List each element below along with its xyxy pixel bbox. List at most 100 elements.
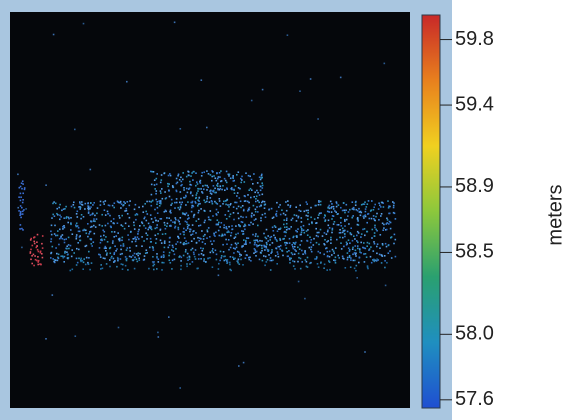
point	[362, 247, 364, 249]
point	[100, 268, 102, 270]
point	[154, 179, 156, 181]
point	[161, 262, 163, 264]
point	[189, 181, 191, 183]
point	[316, 235, 318, 237]
point	[225, 239, 227, 241]
point	[205, 202, 207, 204]
point	[228, 210, 230, 212]
point	[122, 237, 124, 239]
point	[196, 197, 198, 199]
point	[76, 264, 78, 266]
point	[97, 207, 99, 209]
point	[252, 223, 254, 225]
point	[244, 200, 246, 202]
point	[170, 204, 172, 206]
point	[233, 252, 235, 254]
point	[206, 237, 208, 239]
point	[278, 206, 280, 208]
point	[254, 219, 256, 221]
point	[68, 257, 70, 259]
point	[20, 217, 22, 219]
point	[181, 257, 183, 259]
point	[198, 258, 200, 260]
point	[346, 243, 348, 245]
point	[379, 205, 381, 207]
point	[230, 247, 232, 249]
point	[79, 203, 81, 205]
point	[168, 316, 170, 318]
point	[236, 244, 238, 246]
point	[168, 183, 170, 185]
point	[218, 230, 220, 232]
point	[207, 231, 209, 233]
point	[24, 189, 26, 191]
point	[236, 174, 238, 176]
point	[137, 233, 139, 235]
point	[100, 242, 102, 244]
point	[187, 257, 189, 259]
point	[215, 213, 217, 215]
point	[100, 264, 102, 266]
point	[150, 238, 152, 240]
point	[180, 177, 182, 179]
point	[79, 208, 81, 210]
point	[344, 236, 346, 238]
point	[335, 262, 337, 264]
point	[102, 268, 104, 270]
point	[374, 232, 376, 234]
point	[237, 192, 239, 194]
point	[136, 213, 138, 215]
point	[380, 206, 382, 208]
point	[254, 244, 256, 246]
point	[103, 257, 105, 259]
point	[55, 235, 57, 237]
point	[124, 210, 126, 212]
point	[217, 219, 219, 221]
point	[206, 185, 208, 187]
point	[324, 244, 326, 246]
point	[251, 100, 253, 102]
point	[240, 182, 242, 184]
point	[191, 172, 193, 174]
point	[64, 208, 66, 210]
point	[255, 209, 257, 211]
point	[370, 246, 372, 248]
point	[212, 190, 214, 192]
point	[94, 215, 96, 217]
point	[217, 189, 219, 191]
point	[366, 206, 368, 208]
point	[156, 238, 158, 240]
point	[317, 217, 319, 219]
point	[221, 257, 223, 259]
point	[168, 217, 170, 219]
point	[19, 228, 21, 230]
point	[120, 207, 122, 209]
point	[71, 206, 73, 208]
point	[42, 257, 44, 259]
point	[122, 268, 124, 270]
point	[145, 233, 147, 235]
point	[300, 210, 302, 212]
point	[242, 264, 244, 266]
point	[169, 252, 171, 254]
point	[121, 203, 123, 205]
point	[330, 237, 332, 239]
point	[83, 216, 85, 218]
point	[235, 185, 237, 187]
point	[93, 218, 95, 220]
point	[349, 249, 351, 251]
point	[143, 259, 145, 261]
point	[138, 231, 140, 233]
point	[33, 241, 35, 243]
point	[225, 259, 227, 261]
point	[270, 269, 272, 271]
point	[269, 237, 271, 239]
point	[316, 256, 318, 258]
point	[291, 219, 293, 221]
point	[367, 231, 369, 233]
point	[147, 229, 149, 231]
point	[81, 214, 83, 216]
point	[158, 336, 160, 338]
point	[164, 211, 166, 213]
point	[280, 245, 282, 247]
